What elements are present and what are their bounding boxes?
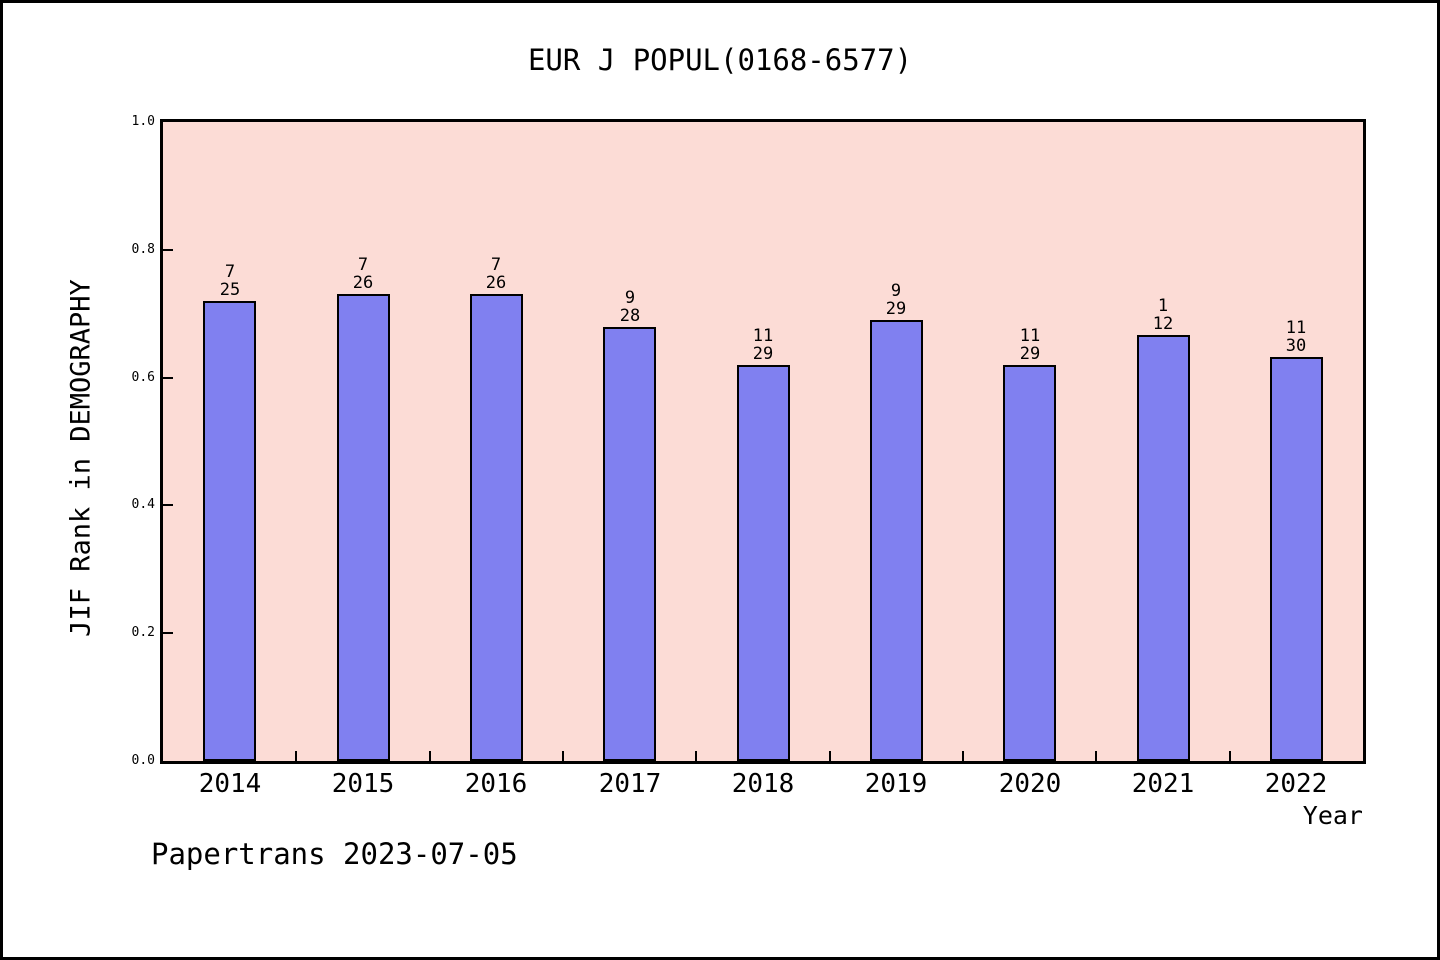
x-minor-tick [829,751,831,761]
bar-rank-label-2020: 11 29 [1019,326,1041,364]
bar-2015 [337,294,390,761]
bar-2014 [203,301,256,761]
x-axis-label: Year [1302,801,1363,830]
y-tick [163,377,173,379]
x-tick-label-2018: 2018 [731,769,795,799]
x-tick-label-2021: 2021 [1131,769,1195,799]
bar-2022 [1270,357,1323,761]
bar-2018 [737,365,790,761]
bar-rank-label-2014: 7 25 [219,262,241,300]
bar-2021 [1137,335,1190,761]
bar-2017 [603,327,656,761]
y-tick [163,249,173,251]
y-tick [163,632,173,634]
bar-rank-label-2022: 11 30 [1285,318,1307,356]
x-minor-tick [962,751,964,761]
y-axis-label: JIF Rank in DEMOGRAPHY [65,279,97,637]
bar-2020 [1003,365,1056,761]
x-minor-tick [295,751,297,761]
x-minor-tick [429,751,431,761]
x-minor-tick [1229,751,1231,761]
y-tick [163,504,173,506]
x-minor-tick [562,751,564,761]
y-tick-label: 0.2 [131,625,155,640]
x-tick-label-2022: 2022 [1264,769,1328,799]
x-tick-label-2017: 2017 [598,769,662,799]
bar-rank-label-2019: 9 29 [885,281,907,319]
x-minor-tick [1095,751,1097,761]
bar-2019 [870,320,923,761]
x-minor-tick [695,751,697,761]
x-tick-label-2016: 2016 [464,769,528,799]
bar-2016 [470,294,523,761]
y-tick-label: 0.8 [131,242,155,257]
y-tick-label: 0.0 [131,753,155,768]
y-tick-label: 1.0 [131,114,155,129]
chart-title: EUR J POPUL(0168-6577) [527,43,913,77]
y-tick-label: 0.4 [131,497,155,512]
x-tick-label-2015: 2015 [331,769,395,799]
bar-rank-label-2016: 7 26 [485,255,507,293]
footer-watermark: Papertrans 2023-07-05 [151,837,518,871]
bar-rank-label-2015: 7 26 [352,255,374,293]
bar-rank-label-2018: 11 29 [752,326,774,364]
x-tick-label-2019: 2019 [864,769,928,799]
x-tick-label-2020: 2020 [998,769,1062,799]
x-tick-label-2014: 2014 [198,769,262,799]
plot-area: 7 25 7 26 7 26 9 28 11 29 9 29 11 29 1 12 11 30 [160,119,1366,764]
bar-rank-label-2021: 1 12 [1152,296,1174,334]
y-tick-label: 0.6 [131,370,155,385]
bar-rank-label-2017: 9 28 [619,288,641,326]
